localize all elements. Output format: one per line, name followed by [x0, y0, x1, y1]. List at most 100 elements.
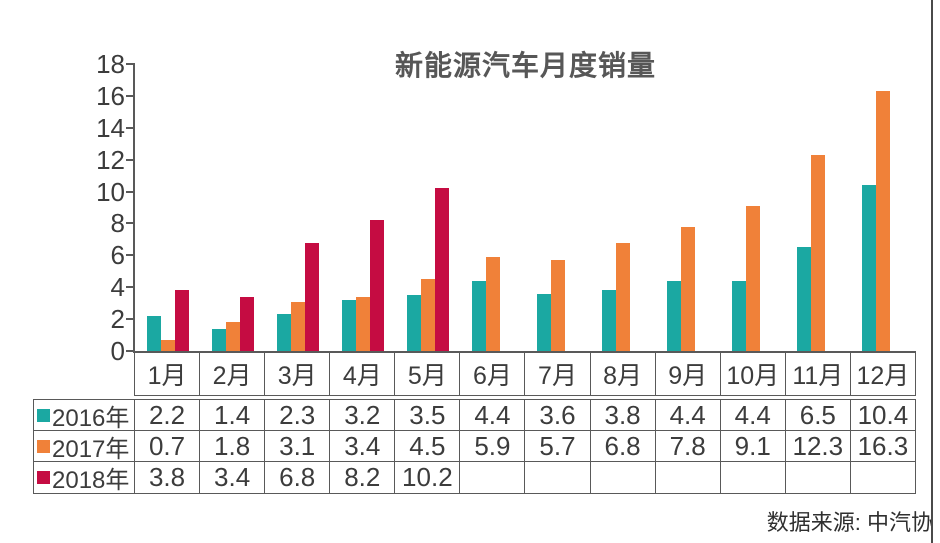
- y-axis-label: 8: [110, 208, 125, 239]
- bar-2016年-12月: [862, 185, 877, 351]
- table-row-2018年: 2018年 3.8 3.4 6.8 8.2 10.2: [34, 462, 915, 494]
- y-axis-label: 0: [110, 336, 125, 366]
- bar-2016年-5月: [406, 295, 421, 351]
- bar-2018年-5月: [434, 188, 449, 351]
- bar-2018年-2月: [239, 296, 254, 351]
- legend-cell-2016年: 2016年: [34, 400, 135, 432]
- x-axis-month-label: 2月: [200, 353, 266, 395]
- bar-2016年-7月: [537, 293, 551, 351]
- bar-2016年-1月: [146, 315, 161, 351]
- bar-2017年-2月: [225, 322, 240, 351]
- table-value-cell: 3.1: [265, 431, 331, 461]
- x-axis-month-label: 7月: [525, 353, 591, 395]
- y-axis-tick: [126, 126, 134, 129]
- bar-2018年-3月: [304, 242, 319, 351]
- bar-group-12月: [851, 64, 916, 351]
- bar-2016年-11月: [797, 247, 812, 351]
- x-axis-month-label: 3月: [265, 353, 331, 395]
- table-value-cell: 5.9: [460, 431, 526, 461]
- bar-2016年-10月: [732, 280, 747, 351]
- table-value-cell: 3.5: [395, 400, 461, 430]
- plot-area: [135, 64, 916, 351]
- table-value-cell: 5.7: [525, 431, 591, 461]
- x-axis-month-row: 1月 2月 3月 4月 5月 6月 7月 8月 9月 10月 11月 12月: [134, 353, 916, 396]
- table-value-cell: [525, 462, 591, 493]
- bar-2017年-5月: [420, 279, 435, 351]
- bar-group-6月: [460, 64, 525, 351]
- y-axis-label: 6: [110, 240, 125, 271]
- x-axis-line: [133, 351, 916, 353]
- y-axis-tick: [126, 318, 134, 321]
- legend-swatch-2017年: [37, 439, 50, 453]
- table-value-cell: 6.8: [591, 431, 656, 461]
- table-value-cell: 10.4: [857, 399, 909, 430]
- bar-2017年-7月: [551, 260, 565, 351]
- table-value-cell: 1.8: [200, 431, 266, 461]
- y-axis-label: 18: [96, 49, 125, 79]
- y-axis-tick: [126, 158, 134, 161]
- y-axis-label: 4: [110, 272, 125, 303]
- bar-group-7月: [525, 64, 590, 351]
- x-axis-month-label: 4月: [330, 353, 396, 395]
- x-axis-month-label: 8月: [591, 353, 656, 395]
- legend-cell-2018年: 2018年: [34, 462, 135, 494]
- table-value-cell: 9.1: [721, 431, 786, 461]
- table-row-2016年: 2016年 2.2 1.4 2.3 3.2 3.5 4.4 3.6 3.8 4.4 4.4 6.5 10…: [34, 399, 915, 432]
- bar-group-4月: [330, 64, 395, 351]
- x-axis-month-label: 6月: [460, 353, 526, 395]
- x-axis-month-label: 12月: [856, 362, 910, 390]
- table-value-cell: 6.8: [265, 462, 331, 493]
- bar-2016年-6月: [471, 280, 486, 351]
- y-axis-label: 12: [96, 144, 125, 175]
- bar-2017年-3月: [290, 301, 305, 351]
- y-axis-tick: [126, 286, 134, 289]
- table-value-cell: 10.2: [395, 462, 461, 493]
- y-axis-tick: [126, 63, 134, 65]
- legend-swatch-2016年: [37, 408, 50, 422]
- legend-swatch-2018年: [37, 471, 50, 484]
- table-value-cell: [656, 462, 721, 493]
- bar-2017年-6月: [485, 256, 500, 351]
- bar-2017年-9月: [681, 226, 696, 351]
- table-value-cell: [591, 462, 656, 493]
- table-value-cell: 3.4: [330, 431, 396, 461]
- bar-2017年-8月: [616, 242, 631, 351]
- bar-2017年-11月: [811, 154, 826, 351]
- table-value-cell: 16.3: [857, 430, 909, 461]
- y-axis-label: 10: [96, 176, 125, 207]
- table-value-cell: 4.4: [656, 400, 721, 430]
- bar-group-5月: [395, 64, 460, 351]
- y-axis-tick: [126, 350, 134, 352]
- legend-label: 2018年: [52, 467, 130, 494]
- table-value-cell: 4.4: [460, 400, 526, 430]
- legend-label: 2016年: [52, 404, 130, 432]
- table-value-cell: 7.8: [656, 431, 721, 461]
- table-value-cell: 8.2: [330, 462, 396, 493]
- bar-group-1月: [135, 64, 200, 351]
- table-value-cell: 3.4: [200, 462, 266, 493]
- source-note: 数据来源: 中汽协: [766, 510, 933, 535]
- table-value-cell: 4.5: [395, 431, 461, 461]
- table-value-cell: 3.8: [135, 462, 201, 493]
- table-value-cell: 1.4: [200, 400, 266, 430]
- bar-group-9月: [656, 64, 721, 351]
- table-value-cell: 3.6: [525, 400, 591, 430]
- x-axis-month-label: 10月: [721, 353, 786, 395]
- bar-2016年-8月: [602, 290, 617, 351]
- table-value-cell: 3.2: [330, 400, 396, 430]
- right-frame-line: [931, 0, 933, 543]
- legend-label: 2017年: [52, 435, 130, 463]
- bar-group-3月: [265, 64, 330, 351]
- y-axis-label: 16: [96, 80, 125, 111]
- y-axis-tick: [126, 254, 134, 257]
- bar-group-11月: [786, 64, 851, 351]
- bar-2018年-1月: [174, 290, 189, 351]
- data-table: 2016年 2.2 1.4 2.3 3.2 3.5 4.4 3.6 3.8 4.4 4.4 6.5 10…: [33, 399, 916, 494]
- table-value-cell: 2.2: [135, 400, 201, 430]
- table-row-2017年: 2017年 0.7 1.8 3.1 3.4 4.5 5.9 5.7 6.8 7.8 9.1 12.3 1…: [34, 430, 915, 463]
- chart-title: 新能源汽车月度销量: [394, 50, 656, 81]
- y-axis-tick: [126, 190, 134, 193]
- table-value-cell: [786, 462, 851, 493]
- table-value-cell: 2.3: [265, 400, 331, 430]
